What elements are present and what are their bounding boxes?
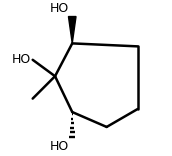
Text: HO: HO: [50, 140, 69, 153]
Text: HO: HO: [50, 2, 69, 15]
Text: HO: HO: [12, 53, 31, 66]
Polygon shape: [68, 17, 76, 43]
